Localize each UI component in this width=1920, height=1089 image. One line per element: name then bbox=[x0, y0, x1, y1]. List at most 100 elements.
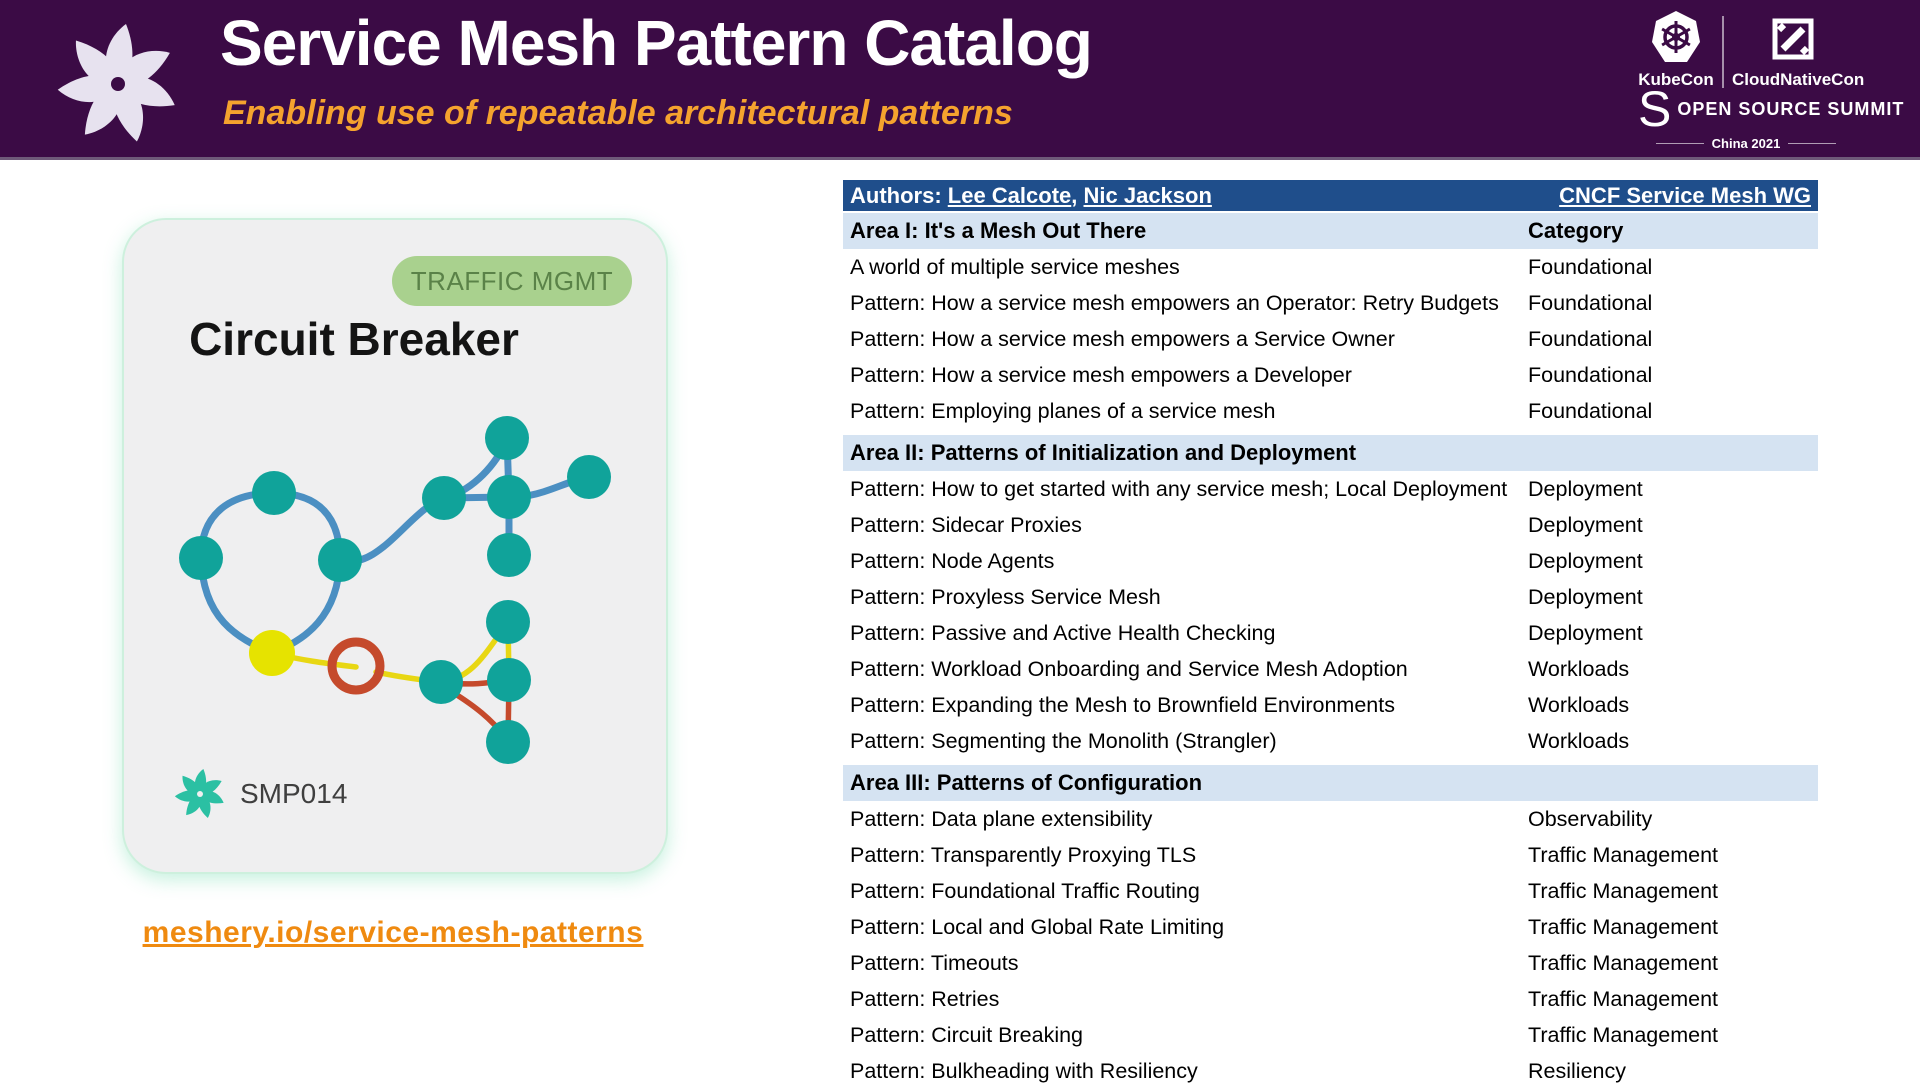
header-banner: Service Mesh Pattern Catalog Enabling us… bbox=[0, 0, 1920, 160]
table-row: Pattern: Timeouts Traffic Management bbox=[843, 945, 1818, 981]
pattern-name-cell: Pattern: Bulkheading with Resiliency bbox=[850, 1058, 1198, 1083]
meshery-smp-icon bbox=[174, 769, 224, 818]
category-cell: Traffic Management bbox=[1528, 1022, 1719, 1047]
table-row: Pattern: Local and Global Rate Limiting T… bbox=[843, 909, 1818, 945]
open-source-summit-logo: S OPEN SOURCE SUMMIT bbox=[1638, 81, 1905, 137]
dash-left bbox=[1655, 143, 1704, 144]
category-cell: Deployment bbox=[1528, 548, 1643, 573]
dash-right bbox=[1788, 143, 1837, 144]
circuit-breaker-ring bbox=[327, 637, 385, 695]
pattern-name-cell: Pattern: How a service mesh empowers a S… bbox=[850, 326, 1395, 351]
category-cell: Traffic Management bbox=[1528, 878, 1719, 903]
pattern-name-cell: Pattern: Retries bbox=[850, 986, 1000, 1011]
table-row: Pattern: Proxyless Service Mesh Deploymen… bbox=[843, 579, 1818, 615]
pattern-name-cell: Area III: Patterns of Configuration bbox=[850, 770, 1203, 795]
category-cell: Foundational bbox=[1528, 254, 1653, 279]
page-subtitle: Enabling use of repeatable architectural… bbox=[223, 94, 1013, 132]
authors-separator: , bbox=[1071, 182, 1084, 208]
oss-label: OPEN SOURCE SUMMIT bbox=[1677, 98, 1905, 119]
table-row: Pattern: Passive and Active Health Check… bbox=[843, 615, 1818, 651]
category-cell: Deployment bbox=[1528, 512, 1643, 537]
author-link-nic-jackson[interactable]: Nic Jackson bbox=[1083, 182, 1212, 208]
pattern-id-row: SMP014 bbox=[174, 768, 347, 820]
pattern-title: Circuit Breaker bbox=[189, 313, 519, 365]
table-body: Area I: It's a Mesh Out There Category A w… bbox=[843, 213, 1818, 1089]
table-row: Pattern: How to get started with any ser… bbox=[843, 471, 1818, 507]
event-label: China 2021 bbox=[1711, 136, 1781, 151]
meshery-patterns-link[interactable]: meshery.io/service-mesh-patterns bbox=[142, 916, 644, 949]
category-cell: Foundational bbox=[1528, 290, 1653, 315]
cloudnativecon-label: CloudNativeCon bbox=[1732, 70, 1865, 89]
kubecon-helm-icon bbox=[1652, 11, 1700, 62]
category-cell: Workloads bbox=[1528, 656, 1630, 681]
table-row: Pattern: Employing planes of a service m… bbox=[843, 393, 1818, 429]
pattern-name-cell: Pattern: Proxyless Service Mesh bbox=[850, 584, 1161, 609]
category-cell: Foundational bbox=[1528, 326, 1653, 351]
category-cell: Foundational bbox=[1528, 398, 1653, 423]
pattern-name-cell: Area I: It's a Mesh Out There bbox=[850, 218, 1147, 243]
author-link-lee-calcote[interactable]: Lee Calcote bbox=[947, 182, 1072, 208]
table-row: Pattern: Segmenting the Monolith (Strang… bbox=[843, 723, 1818, 759]
table-row: Pattern: Data plane extensibility Observa… bbox=[843, 801, 1818, 837]
table-row: Pattern: Node Agents Deployment bbox=[843, 543, 1818, 579]
pattern-name-cell: Pattern: Expanding the Mesh to Brownfiel… bbox=[850, 692, 1395, 717]
pattern-id: SMP014 bbox=[240, 778, 348, 809]
category-cell: Deployment bbox=[1528, 620, 1643, 645]
pattern-name-cell: Pattern: Segmenting the Monolith (Strang… bbox=[850, 728, 1277, 753]
pattern-name-cell: A world of multiple service meshes bbox=[850, 254, 1180, 279]
service-nodes bbox=[179, 416, 611, 764]
pattern-name-cell: Pattern: Data plane extensibility bbox=[850, 806, 1153, 831]
event-edition: China 2021 bbox=[1632, 136, 1860, 151]
table-row: Pattern: How a service mesh empowers a D… bbox=[843, 357, 1818, 393]
kubecon-label: KubeCon bbox=[1638, 70, 1714, 89]
pattern-name-cell: Area II: Patterns of Initialization and … bbox=[850, 440, 1357, 465]
section-header: Area I: It's a Mesh Out There Category bbox=[843, 213, 1818, 249]
pattern-name-cell: Pattern: Transparently Proxying TLS bbox=[850, 842, 1197, 867]
pattern-name-cell: Pattern: How a service mesh empowers a D… bbox=[850, 362, 1352, 387]
table-row: Pattern: Expanding the Mesh to Brownfiel… bbox=[843, 687, 1818, 723]
pattern-name-cell: Pattern: Local and Global Rate Limiting bbox=[850, 914, 1225, 939]
pattern-table: Authors: Lee Calcote, Nic Jackson CNCF S… bbox=[843, 180, 1818, 1089]
pattern-name-cell: Pattern: Sidecar Proxies bbox=[850, 512, 1082, 537]
category-cell: Foundational bbox=[1528, 362, 1653, 387]
pattern-name-cell: Pattern: Circuit Breaking bbox=[850, 1022, 1084, 1047]
table-row: Pattern: Sidecar Proxies Deployment bbox=[843, 507, 1818, 543]
category-cell: Workloads bbox=[1528, 692, 1630, 717]
table-row: Pattern: Bulkheading with Resiliency Resi… bbox=[843, 1053, 1818, 1089]
page-title: Service Mesh Pattern Catalog bbox=[220, 7, 1093, 79]
table-row: Pattern: How a service mesh empowers a S… bbox=[843, 321, 1818, 357]
failing-node bbox=[249, 630, 295, 676]
category-cell: Observability bbox=[1528, 806, 1653, 831]
table-row: Pattern: Transparently Proxying TLS Traff… bbox=[843, 837, 1818, 873]
pattern-name-cell: Pattern: How a service mesh empowers an … bbox=[850, 290, 1499, 315]
pattern-name-cell: Pattern: Node Agents bbox=[850, 548, 1055, 573]
table-row: Pattern: Retries Traffic Management bbox=[843, 981, 1818, 1017]
authors-cell: Authors: Lee Calcote, Nic Jackson bbox=[850, 183, 1212, 209]
table-authors-row: Authors: Lee Calcote, Nic Jackson CNCF S… bbox=[843, 180, 1818, 213]
oss-s-icon: S bbox=[1638, 81, 1672, 137]
section-header: Area III: Patterns of Configuration bbox=[843, 765, 1818, 801]
table-row: Pattern: Workload Onboarding and Service… bbox=[843, 651, 1818, 687]
site-link-wrap: meshery.io/service-mesh-patterns bbox=[122, 916, 664, 950]
category-cell: Traffic Management bbox=[1528, 986, 1719, 1011]
category-cell: Deployment bbox=[1528, 584, 1643, 609]
cloudnativecon-icon bbox=[1772, 18, 1814, 60]
category-cell: Deployment bbox=[1528, 476, 1643, 501]
cncf-wg-link[interactable]: CNCF Service Mesh WG bbox=[1559, 182, 1811, 208]
table-row: A world of multiple service meshes Founda… bbox=[843, 249, 1818, 285]
pattern-name-cell: Pattern: How to get started with any ser… bbox=[850, 476, 1508, 501]
pattern-name-cell: Pattern: Workload Onboarding and Service… bbox=[850, 656, 1408, 681]
table-row: Pattern: Circuit Breaking Traffic Managem… bbox=[843, 1017, 1818, 1053]
category-cell: Resiliency bbox=[1528, 1058, 1626, 1083]
table-row: Pattern: How a service mesh empowers an … bbox=[843, 285, 1818, 321]
category-cell: Category bbox=[1528, 218, 1624, 243]
logo-divider bbox=[1722, 16, 1724, 88]
pattern-name-cell: Pattern: Passive and Active Health Check… bbox=[850, 620, 1276, 645]
category-badge: TRAFFIC MGMT bbox=[392, 256, 632, 306]
table-row: Pattern: Foundational Traffic Routing Tra… bbox=[843, 873, 1818, 909]
pattern-name-cell: Pattern: Foundational Traffic Routing bbox=[850, 878, 1200, 903]
category-cell: Traffic Management bbox=[1528, 914, 1719, 939]
pattern-name-cell: Pattern: Employing planes of a service m… bbox=[850, 398, 1276, 423]
pattern-name-cell: Pattern: Timeouts bbox=[850, 950, 1019, 975]
section-header: Area II: Patterns of Initialization and … bbox=[843, 435, 1818, 471]
